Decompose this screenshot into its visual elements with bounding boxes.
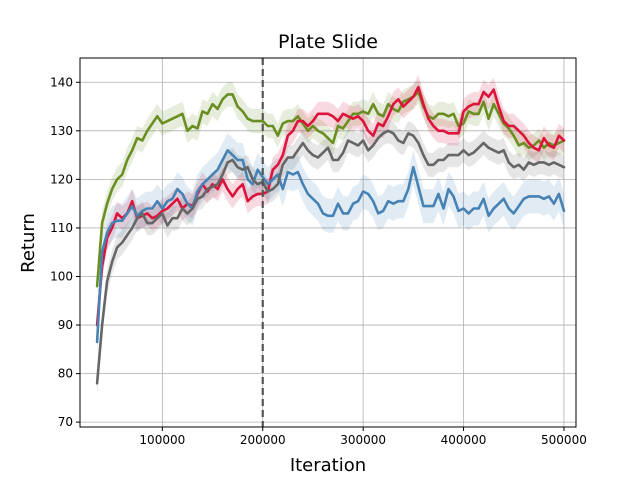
y-tick-label: 130: [50, 124, 73, 138]
series-4-line: [95, 129, 566, 385]
y-tick-label: 140: [50, 75, 73, 89]
y-axis-label: Return: [18, 213, 39, 273]
series-4-band: [97, 118, 564, 396]
x-tick-label: 400000: [441, 433, 487, 447]
y-tick-label: 80: [58, 367, 73, 381]
series-1-line: [95, 90, 566, 288]
chart-title: Plate Slide: [278, 31, 378, 53]
x-tick-label: 300000: [340, 433, 386, 447]
y-tick-label: 70: [58, 415, 73, 429]
y-axis-ticks: 70 80 90 100 110 120 130 140: [50, 75, 80, 429]
x-tick-label: 500000: [541, 433, 587, 447]
x-tick-label: 100000: [139, 433, 185, 447]
series-3-line: [95, 149, 566, 344]
y-tick-label: 110: [50, 221, 73, 235]
series-lines: [95, 85, 566, 385]
y-tick-label: 120: [50, 172, 73, 186]
series-2-line: [95, 85, 566, 327]
x-axis-label: Iteration: [290, 455, 366, 476]
x-tick-label: 200000: [240, 433, 286, 447]
y-tick-label: 90: [58, 318, 73, 332]
plot-frame: [79, 57, 577, 428]
x-axis-ticks: 100000 200000 300000 400000 500000: [139, 427, 587, 447]
series-2-band: [97, 75, 564, 338]
y-tick-label: 100: [50, 269, 73, 283]
